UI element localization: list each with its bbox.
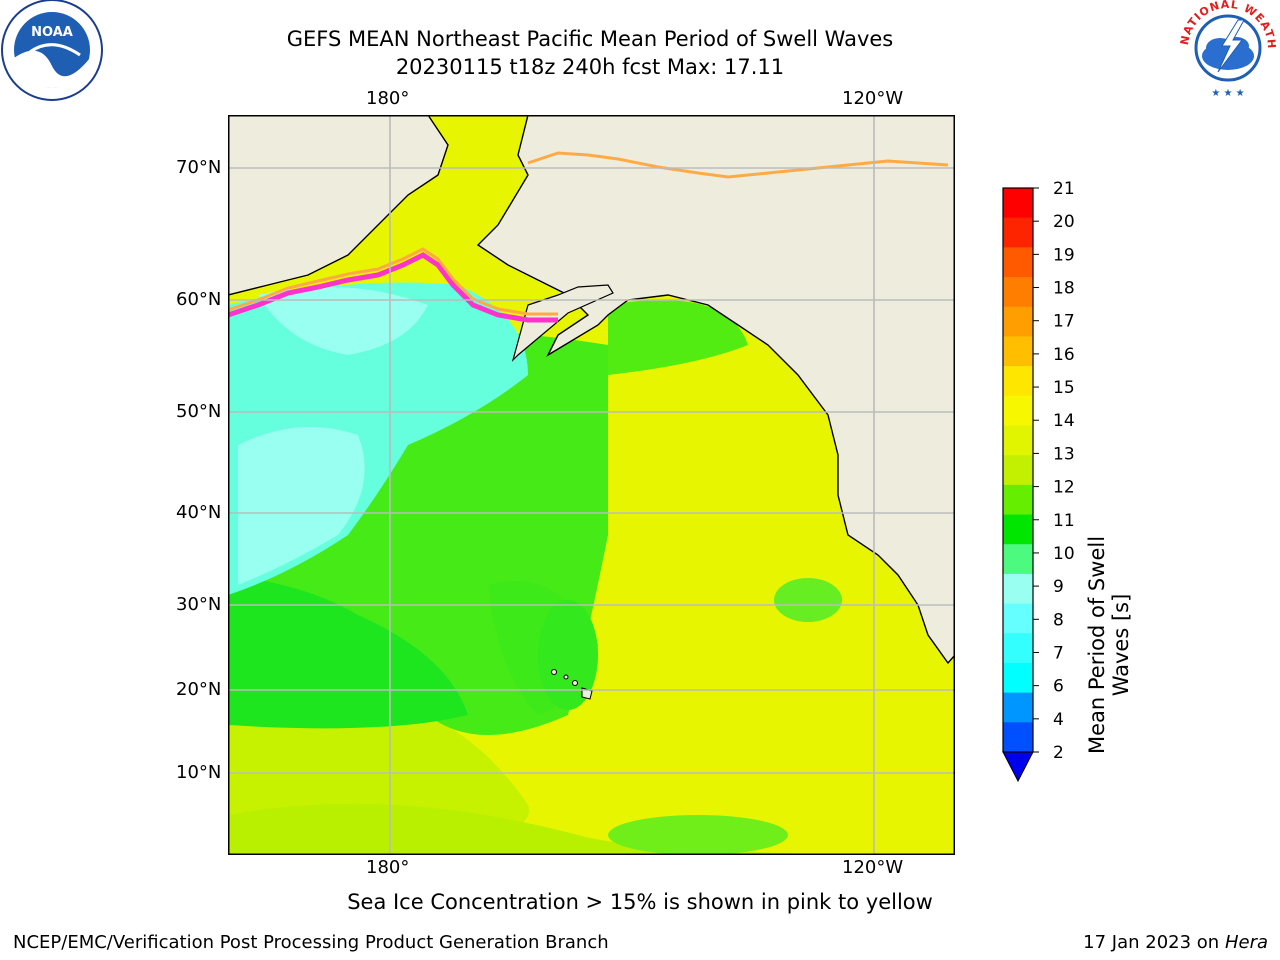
nws-logo: NATIONAL WEATHER SERVICE ★ ★ ★ (1178, 0, 1277, 99)
colorbar-band (1003, 455, 1033, 486)
colorbar-tick-label: 17 (1053, 312, 1075, 332)
colorbar-extend-triangle (1002, 751, 1034, 783)
plot-title-line1: GEFS MEAN Northeast Pacific Mean Period … (286, 27, 894, 51)
colorbar-band (1003, 544, 1033, 575)
footer-date: 17 Jan 2023 on Hera (1083, 932, 1268, 953)
map-frame (228, 115, 955, 855)
colorbar-band (1003, 188, 1033, 219)
colorbar-band (1003, 514, 1033, 545)
colorbar-tick-label: 13 (1053, 444, 1075, 464)
colorbar-band (1003, 217, 1033, 248)
colorbar-tick-label: 18 (1053, 279, 1075, 299)
colorbar-band (1003, 336, 1033, 367)
footer-date-text: 17 Jan 2023 on (1083, 932, 1225, 953)
swell-period-map (228, 115, 955, 855)
colorbar-tick-label: 21 (1053, 180, 1075, 199)
sea-ice-note: Sea Ice Concentration > 15% is shown in … (347, 890, 933, 914)
colorbar-band (1003, 692, 1033, 723)
lat-label-50n: 50°N (176, 401, 222, 422)
noaa-logo-text: NOAA (31, 25, 73, 40)
lat-label-20n: 20°N (176, 679, 222, 700)
colorbar-tick-label: 16 (1053, 345, 1075, 365)
colorbar-tick-label: 9 (1053, 577, 1064, 597)
colorbar-tick-label: 20 (1053, 212, 1075, 232)
colorbar-band (1003, 247, 1033, 278)
lat-label-60n: 60°N (176, 289, 222, 310)
footer-host: Hera (1224, 932, 1268, 953)
lat-label-10n: 10°N (176, 762, 222, 783)
lon-label-top-180: 180° (366, 88, 410, 109)
colorbar-band (1003, 425, 1033, 456)
lon-label-top-120w: 120°W (842, 88, 904, 109)
lat-label-70n: 70°N (176, 157, 222, 178)
footer-branch: NCEP/EMC/Verification Post Processing Pr… (13, 932, 609, 953)
colorbar-band (1003, 603, 1033, 634)
colorbar-tick-label: 12 (1053, 478, 1075, 498)
sea-ice-edge (228, 252, 558, 323)
colorbar-tick-label: 11 (1053, 511, 1075, 531)
colorbar-tick-label: 4 (1053, 710, 1064, 730)
colorbar-tick-label: 10 (1053, 544, 1075, 564)
noaa-logo: NOAA (1, 0, 103, 101)
svg-text:★ ★ ★: ★ ★ ★ (1211, 88, 1244, 99)
colorbar-tick-label: 15 (1053, 378, 1075, 398)
colorbar-tick-label: 14 (1053, 411, 1075, 431)
lat-label-40n: 40°N (176, 502, 222, 523)
colorbar: 21 20 19 18 17 16 15 14 13 12 11 10 9 8 7 6 4 2 (1002, 180, 1075, 783)
lat-label-30n: 30°N (176, 594, 222, 615)
colorbar-band (1003, 366, 1033, 397)
lon-label-bottom-120w: 120°W (842, 857, 904, 878)
colorbar-tick-label: 7 (1053, 643, 1064, 663)
colorbar-band (1003, 277, 1033, 308)
lon-label-bottom-180: 180° (366, 857, 410, 878)
colorbar-tick-label: 2 (1053, 743, 1064, 763)
colorbar-band (1003, 306, 1033, 337)
colorbar-band (1003, 484, 1033, 516)
graticule (228, 115, 955, 855)
colorbar-tick-label: 6 (1053, 677, 1064, 697)
colorbar-tick-label: 19 (1053, 245, 1075, 265)
colorbar-band (1003, 662, 1033, 694)
plot-title-line2: 20230115 t18z 240h fcst Max: 17.11 (395, 55, 785, 79)
colorbar-band (1003, 722, 1033, 753)
colorbar-label: Mean Period of Swell Waves [s] (1085, 535, 1133, 755)
colorbar-band (1003, 633, 1033, 664)
colorbar-tick-label: 8 (1053, 610, 1064, 630)
land-asia (228, 115, 449, 296)
colorbar-band (1003, 573, 1033, 605)
colorbar-band (1003, 395, 1033, 426)
